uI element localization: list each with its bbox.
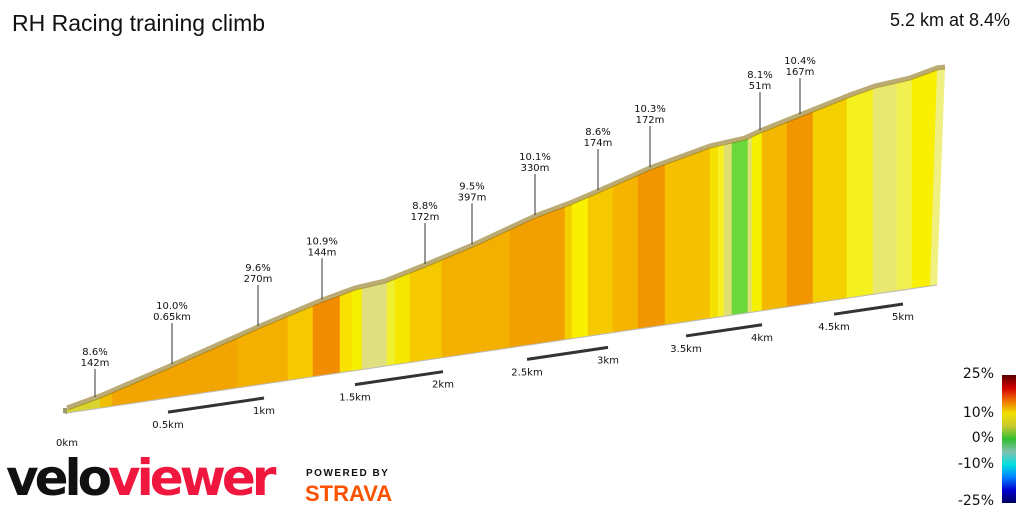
gradient-segment: [564, 203, 573, 341]
gradient-segment: [709, 145, 719, 319]
gradient-segment: [612, 174, 639, 333]
x-tick-label: 4km: [751, 333, 773, 344]
gradient-segment: [441, 229, 511, 359]
annotation-length: 142m: [81, 358, 110, 369]
legend-tick-label: 10%: [963, 405, 994, 421]
profile-top-edge: [66, 64, 946, 411]
km-axis-bar: [354, 370, 444, 387]
x-tick-label: 3.5km: [670, 344, 701, 355]
profile-side-face: [930, 68, 945, 285]
annotation-length: 330m: [521, 163, 550, 174]
gradient-segment: [846, 88, 874, 299]
annotation-gradient: 10.0%: [156, 301, 188, 312]
veloviewer-logo: veloviewer: [6, 449, 276, 507]
gradient-segment: [509, 206, 566, 349]
gradient-segment: [896, 78, 913, 292]
gradient-segment: [812, 97, 848, 304]
gradient-segment: [747, 136, 753, 314]
annotation-length: 172m: [411, 212, 440, 223]
legend-tick-label: -10%: [958, 456, 994, 472]
annotation-length: 397m: [458, 192, 487, 203]
km-axis-bar: [167, 396, 265, 414]
annotation-gradient: 8.6%: [585, 127, 610, 138]
gradient-segment: [761, 121, 788, 312]
annotation-gradient: 8.6%: [82, 347, 107, 358]
gradient-segment: [351, 288, 363, 372]
gradient-segment: [339, 290, 353, 374]
chart-title: RH Racing training climb: [12, 10, 266, 36]
gradient-segment: [731, 138, 749, 316]
km-axis-bar: [833, 302, 904, 316]
annotation-length: 144m: [308, 247, 337, 258]
x-tick-label: 3km: [597, 355, 619, 366]
gradient-color-scale: [1002, 375, 1016, 503]
annotation-gradient: 10.3%: [634, 104, 666, 115]
gradient-segment: [361, 281, 388, 370]
annotation-length: 0.65km: [153, 312, 191, 323]
legend-tick-label: -25%: [958, 493, 994, 509]
annotation-length: 270m: [244, 274, 273, 285]
gradient-segment: [571, 196, 589, 340]
gradient-segment: [723, 142, 733, 317]
gradient-segment: [111, 337, 238, 407]
gradient-segment: [664, 147, 711, 326]
annotation-gradient: 9.5%: [459, 181, 484, 192]
annotation-gradient: 8.1%: [747, 70, 772, 81]
km-axis-bar: [685, 323, 763, 338]
gradient-segment: [386, 278, 396, 367]
annotation-gradient: 10.4%: [784, 56, 816, 67]
x-tick-label: 1.5km: [339, 393, 370, 404]
gradient-segment: [287, 305, 314, 381]
annotation-gradient: 10.1%: [519, 152, 551, 163]
annotation-gradient: 10.9%: [306, 236, 338, 247]
annotation-length: 51m: [749, 81, 771, 92]
gradient-segment: [717, 144, 725, 318]
legend-tick-label: 25%: [963, 366, 994, 382]
climb-summary: 5.2 km at 8.4%: [889, 10, 1010, 30]
profile-base: [66, 284, 938, 414]
x-tick-label: 4.5km: [818, 322, 849, 333]
gradient-segment: [587, 185, 614, 337]
powered-by-label: POWERED BY: [306, 468, 390, 479]
profile-start-face: [63, 408, 67, 414]
gradient-segment: [409, 259, 443, 363]
x-tick-label: 2.5km: [511, 367, 542, 378]
annotation-length: 174m: [584, 138, 613, 149]
gradient-segment: [637, 164, 666, 330]
annotation-gradient: 8.8%: [412, 201, 437, 212]
annotation-gradient: 9.6%: [245, 263, 270, 274]
km-axis-bar: [526, 345, 609, 361]
gradient-segment: [394, 272, 411, 366]
gradient-segment: [872, 82, 898, 295]
x-tick-label: 0km: [56, 438, 78, 449]
x-tick-label: 0.5km: [152, 420, 183, 431]
annotation-length: 167m: [786, 67, 815, 78]
legend-tick-label: 0%: [972, 430, 994, 446]
gradient-segment: [786, 111, 814, 308]
strava-logo: STRAVA: [305, 481, 393, 506]
x-tick-label: 1km: [253, 406, 275, 417]
x-tick-label: 2km: [432, 380, 454, 391]
annotation-length: 172m: [636, 115, 665, 126]
gradient-segment: [751, 131, 763, 313]
gradient-segment: [312, 295, 341, 378]
x-tick-label: 5km: [892, 312, 914, 323]
